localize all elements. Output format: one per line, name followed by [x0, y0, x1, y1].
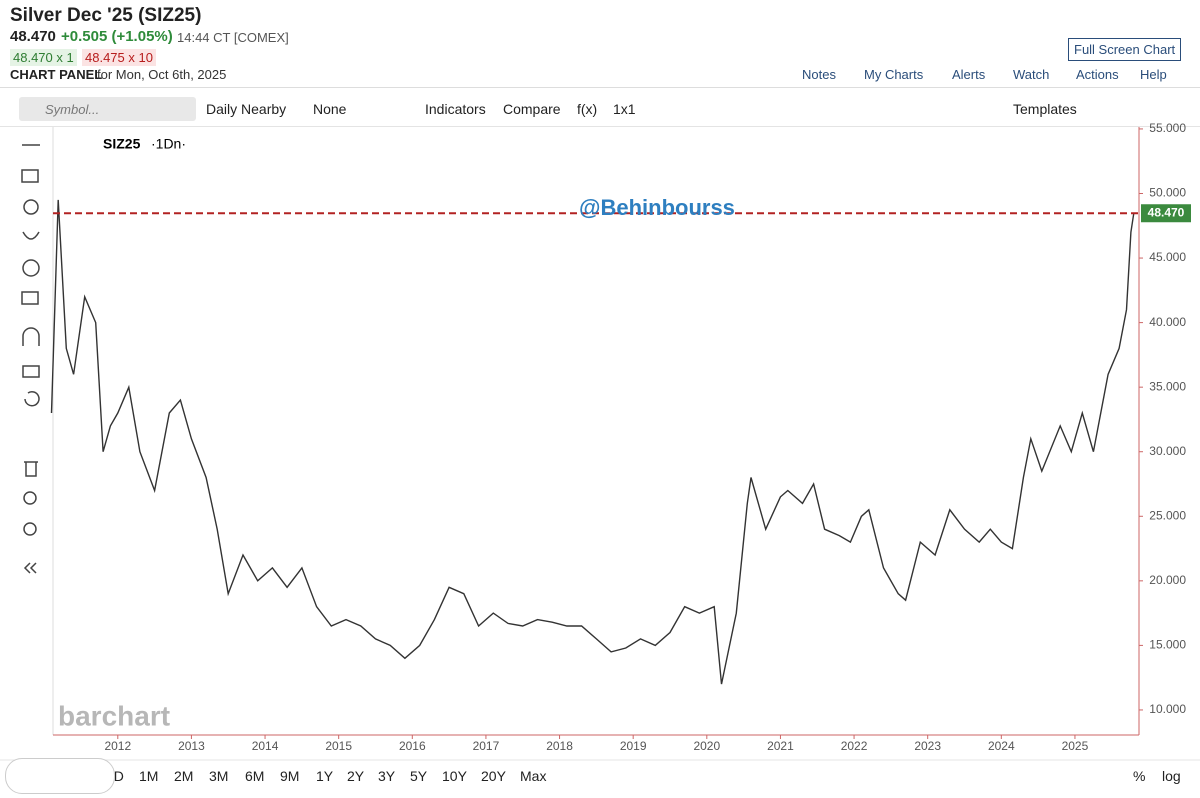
x-tick-label: 2012 [104, 739, 131, 753]
watch-link[interactable]: Watch [1013, 67, 1050, 82]
compare-button[interactable]: Compare [503, 101, 561, 117]
x-tick-label: 2016 [399, 739, 426, 753]
y-tick-label: 45.000 [1149, 250, 1186, 264]
range-button[interactable]: 3M [209, 768, 229, 784]
period-menu[interactable]: Daily Nearby [206, 101, 287, 117]
corner-badge [5, 758, 115, 794]
notes-link[interactable]: Notes [802, 67, 836, 82]
panel-label: CHART PANEL [10, 67, 103, 82]
range-button[interactable]: 1Y [316, 768, 334, 784]
range-button[interactable]: 10Y [442, 768, 467, 784]
x-tick-label: 2024 [988, 739, 1015, 753]
legend-symbol: SIZ25 [103, 136, 141, 152]
actions-link[interactable]: Actions [1076, 67, 1119, 82]
log-toggle[interactable]: log [1162, 768, 1181, 784]
x-tick-label: 2020 [693, 739, 720, 753]
x-tick-label: 2025 [1062, 739, 1089, 753]
drawing-tools [21, 144, 40, 574]
layout-menu[interactable]: 1x1 [613, 101, 636, 117]
change: +0.505 (+1.05%) [61, 28, 173, 45]
range-button[interactable]: 20Y [481, 768, 506, 784]
full-screen-button[interactable]: Full Screen Chart [1068, 38, 1182, 61]
last-price-badge [1141, 204, 1191, 223]
templates-button[interactable]: Templates [1013, 101, 1077, 117]
overlay-menu[interactable]: None [313, 101, 347, 117]
x-tick-label: 2013 [178, 739, 205, 753]
function-button[interactable]: f(x) [577, 101, 598, 117]
divider [0, 126, 1200, 127]
y-tick-label: 15.000 [1149, 638, 1186, 652]
indicators-button[interactable]: Indicators [425, 101, 486, 117]
y-tick-label: 50.000 [1149, 186, 1186, 200]
y-tick-label: 10.000 [1149, 702, 1186, 716]
help-link[interactable]: Help [1140, 67, 1167, 82]
symbol-input[interactable]: Symbol... [19, 97, 196, 121]
range-button[interactable]: 5Y [410, 768, 428, 784]
y-tick-label: 30.000 [1149, 444, 1186, 458]
x-tick-label: 2015 [325, 739, 352, 753]
x-tick-label: 2014 [252, 739, 279, 753]
price-line [50, 199, 1135, 685]
ask: 48.475 x 10 [82, 49, 156, 66]
title: Silver Dec '25 (SIZ25) [10, 5, 202, 26]
range-button[interactable]: 9M [280, 768, 300, 784]
percent-toggle[interactable]: % [1133, 768, 1146, 784]
x-tick-label: 2021 [767, 739, 794, 753]
panel-date: for Mon, Oct 6th, 2025 [97, 67, 227, 82]
range-button[interactable]: Max [520, 768, 547, 784]
x-tick-label: 2019 [620, 739, 647, 753]
divider [0, 87, 1200, 88]
watermark: @Behinbourss [579, 195, 735, 220]
last-price-label: 48.470 [1148, 205, 1185, 219]
price: 48.470 [10, 28, 56, 45]
my-charts-link[interactable]: My Charts [864, 67, 924, 82]
y-tick-label: 25.000 [1149, 508, 1186, 522]
y-tick-label: 20.000 [1149, 573, 1186, 587]
range-button[interactable]: 3Y [378, 768, 396, 784]
legend-interval: ·1Dn· [151, 136, 186, 152]
time: 14:44 CT [COMEX] [177, 30, 289, 45]
range-button[interactable]: 2M [174, 768, 194, 784]
range-button[interactable]: 6M [245, 768, 265, 784]
y-tick-label: 40.000 [1149, 315, 1186, 329]
x-tick-label: 2023 [914, 739, 941, 753]
range-button[interactable]: 1M [139, 768, 159, 784]
logo: barchart [58, 700, 170, 731]
x-tick-label: 2018 [546, 739, 573, 753]
x-tick-label: 2022 [841, 739, 868, 753]
symbol-placeholder: Symbol... [45, 102, 100, 117]
range-button[interactable]: 2Y [347, 768, 365, 784]
x-tick-label: 2017 [473, 739, 500, 753]
alerts-link[interactable]: Alerts [952, 67, 986, 82]
bid: 48.470 x 1 [10, 49, 77, 66]
y-tick-label: 55.000 [1149, 121, 1186, 135]
y-tick-label: 35.000 [1149, 379, 1186, 393]
